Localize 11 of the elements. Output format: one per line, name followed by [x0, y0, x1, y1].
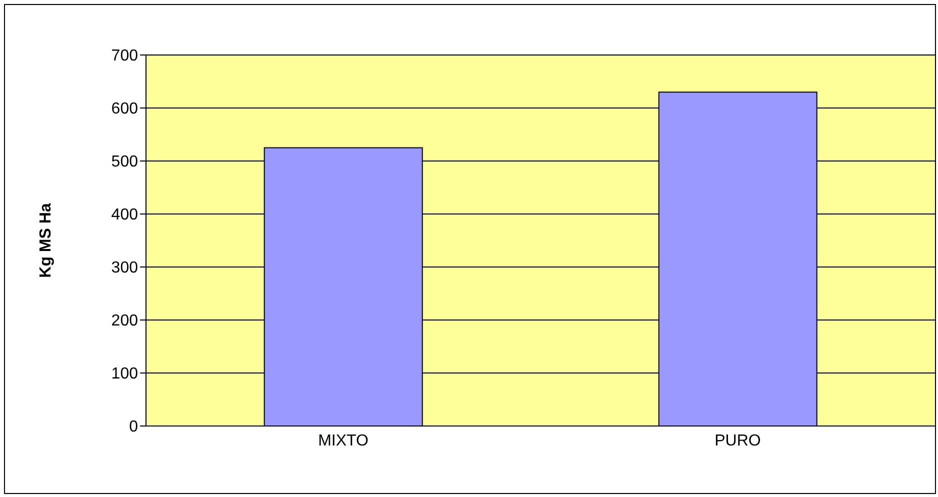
y-tick-label: 100: [111, 366, 138, 383]
y-axis-title: Kg MS Ha: [38, 203, 55, 278]
y-tick-label: 0: [129, 418, 138, 436]
y-tick-label: 500: [111, 154, 138, 171]
x-tick-label: MIXTO: [318, 432, 368, 450]
y-tick-label: 200: [111, 312, 138, 330]
x-tick-label: PURO: [714, 432, 761, 450]
y-tick-label: 700: [111, 48, 138, 65]
y-tick-label: 300: [111, 260, 138, 277]
y-tick-label: 600: [111, 100, 138, 118]
y-tick-label: 400: [111, 206, 138, 224]
